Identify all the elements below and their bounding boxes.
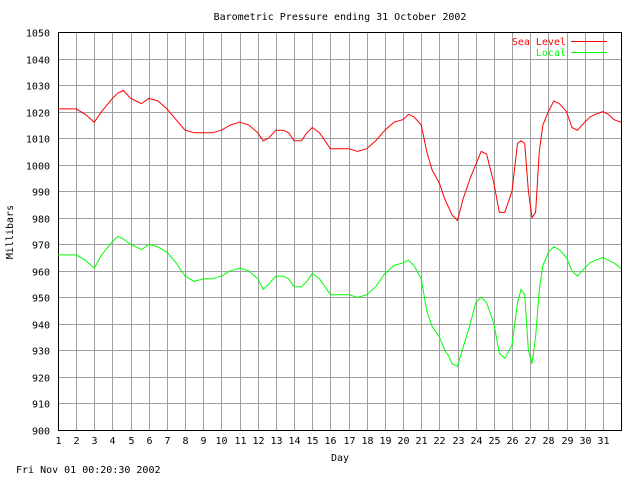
x-tick-label: 28 — [542, 436, 554, 447]
x-tick-label: 15 — [306, 436, 318, 447]
x-tick-label: 27 — [524, 436, 536, 447]
y-tick-label: 940 — [32, 321, 50, 332]
timestamp: Fri Nov 01 00:20:30 2002 — [16, 465, 161, 476]
series-lines — [58, 89, 622, 368]
y-tick-label: 1030 — [26, 82, 50, 93]
axes — [58, 32, 622, 431]
x-tick-label: 16 — [324, 436, 336, 447]
x-tick-label: 9 — [200, 436, 206, 447]
x-tick-label: 18 — [361, 436, 373, 447]
x-tick-label: 14 — [288, 436, 300, 447]
x-axis-label: Day — [331, 453, 349, 464]
x-tick-label: 4 — [109, 436, 115, 447]
series-line-sea-level — [58, 89, 622, 222]
y-tick-label: 920 — [32, 374, 50, 385]
y-tick-label: 970 — [32, 241, 50, 252]
x-tick-label: 8 — [182, 436, 188, 447]
y-tick-label: 1020 — [26, 109, 50, 120]
x-tick-label: 3 — [91, 436, 97, 447]
x-tick-label: 13 — [270, 436, 282, 447]
tick-labels: 1 2 3 4 5 6 7 8 9 10 11 12 13 14 15 16 17 18 19 20 21 22 23 24 2… — [26, 29, 610, 448]
y-tick-label: 950 — [32, 294, 50, 305]
y-tick-label: 980 — [32, 215, 50, 226]
x-tick-label: 23 — [452, 436, 464, 447]
x-tick-label: 25 — [488, 436, 500, 447]
x-tick-label: 22 — [433, 436, 445, 447]
x-tick-label: 1 — [55, 436, 61, 447]
x-tick-label: 10 — [215, 436, 227, 447]
x-tick-label: 29 — [561, 436, 573, 447]
x-tick-label: 19 — [379, 436, 391, 447]
series-line-local — [58, 235, 622, 368]
plot-frame — [58, 32, 622, 431]
y-axis-label: Millibars — [5, 205, 16, 259]
x-tick-label: 12 — [252, 436, 264, 447]
y-tick-label: 990 — [32, 188, 50, 199]
x-tick-label: 20 — [397, 436, 409, 447]
chart-title: Barometric Pressure ending 31 October 20… — [214, 12, 467, 23]
y-tick-label: 1000 — [26, 162, 50, 173]
x-tick-label: 11 — [234, 436, 246, 447]
x-tick-label: 30 — [579, 436, 591, 447]
x-tick-label: 2 — [73, 436, 79, 447]
legend-label: Sea Level — [512, 37, 566, 48]
x-tick-label: 31 — [597, 436, 609, 447]
x-tick-label: 7 — [164, 436, 170, 447]
grid — [58, 32, 621, 431]
legend-label: Local — [536, 48, 566, 59]
y-tick-label: 900 — [32, 427, 50, 438]
x-tick-label: 24 — [470, 436, 482, 447]
y-tick-label: 1040 — [26, 56, 50, 67]
y-tick-label: 1010 — [26, 135, 50, 146]
y-tick-label: 930 — [32, 347, 50, 358]
y-tick-label: 1050 — [26, 29, 50, 40]
x-tick-label: 6 — [146, 436, 152, 447]
x-tick-label: 17 — [343, 436, 355, 447]
x-tick-label: 5 — [128, 436, 134, 447]
y-tick-label: 960 — [32, 268, 50, 279]
x-tick-label: 26 — [506, 436, 518, 447]
y-tick-label: 910 — [32, 400, 50, 411]
x-tick-label: 21 — [415, 436, 427, 447]
